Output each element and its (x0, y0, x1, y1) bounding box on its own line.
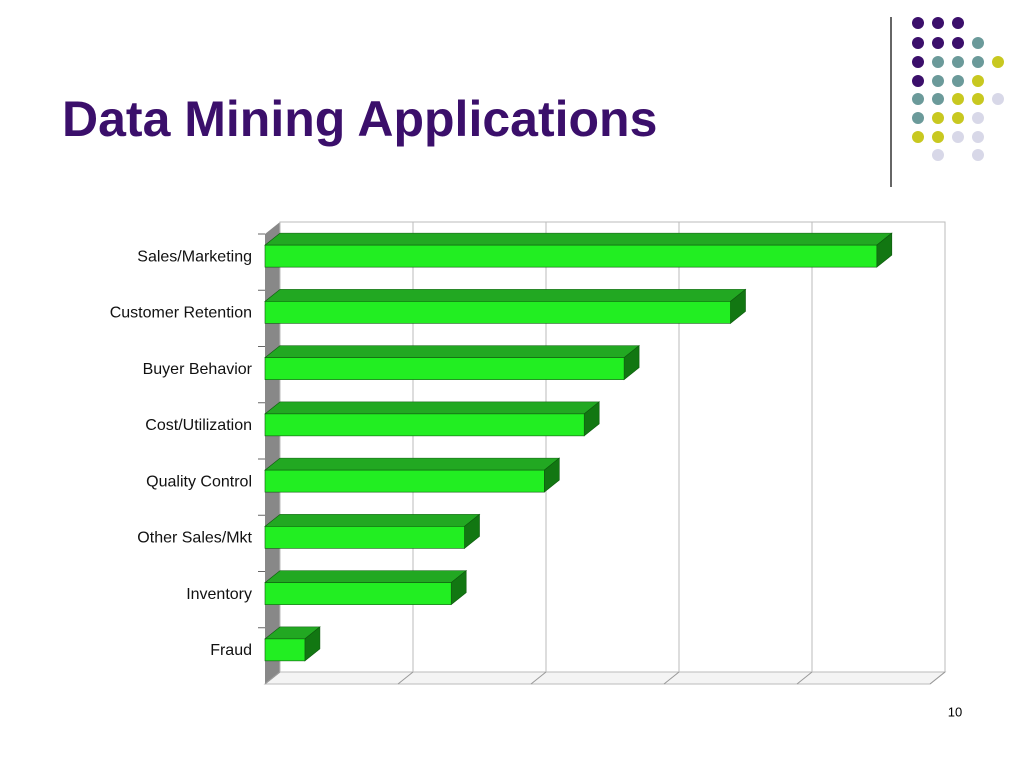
bar (264, 513, 481, 549)
floor-grid-line (397, 671, 414, 685)
decor-dots (912, 17, 1004, 161)
y-tick-label: Fraud (210, 642, 252, 659)
bar-top (264, 345, 640, 358)
bar (264, 570, 468, 606)
y-tick-label: Quality Control (146, 473, 252, 490)
page-number: 10 (948, 704, 962, 719)
bar-top (264, 289, 747, 302)
bar (264, 401, 601, 437)
bar-front (264, 244, 878, 268)
floor-grid-line (264, 671, 281, 685)
y-tick-label: Inventory (186, 586, 252, 603)
y-tick-label: Sales/Marketing (137, 248, 252, 265)
bar (264, 288, 747, 324)
bar-top (264, 232, 893, 246)
bar-front (264, 357, 625, 380)
bar-top (264, 457, 561, 471)
bar-top (264, 401, 601, 415)
bar-front (264, 301, 731, 324)
floor-grid-line (663, 671, 680, 685)
bar (264, 626, 321, 662)
bar-top (264, 570, 468, 583)
slide-title: Data Mining Applications (62, 91, 657, 147)
floor-grid-line (530, 671, 547, 685)
bar-top (264, 514, 481, 527)
plot: Sales/Marketing Customer Retention Buyer B… (110, 222, 946, 685)
floor-grid-line (796, 671, 813, 685)
bar-front (264, 469, 545, 493)
floor (263, 671, 947, 685)
y-tick-label: Cost/Utilization (145, 417, 252, 434)
floor-grid-line (929, 671, 946, 685)
left-wall (265, 222, 280, 684)
bar (264, 232, 893, 268)
bar-front (264, 582, 452, 605)
y-tick-label: Other Sales/Mkt (137, 530, 252, 547)
bar-front (264, 526, 465, 549)
bar (264, 345, 640, 381)
bar-front (264, 413, 585, 437)
bar (264, 457, 561, 493)
bar-front (264, 638, 306, 662)
y-tick-label: Customer Retention (110, 305, 252, 322)
y-tick-label: Buyer Behavior (143, 361, 253, 378)
